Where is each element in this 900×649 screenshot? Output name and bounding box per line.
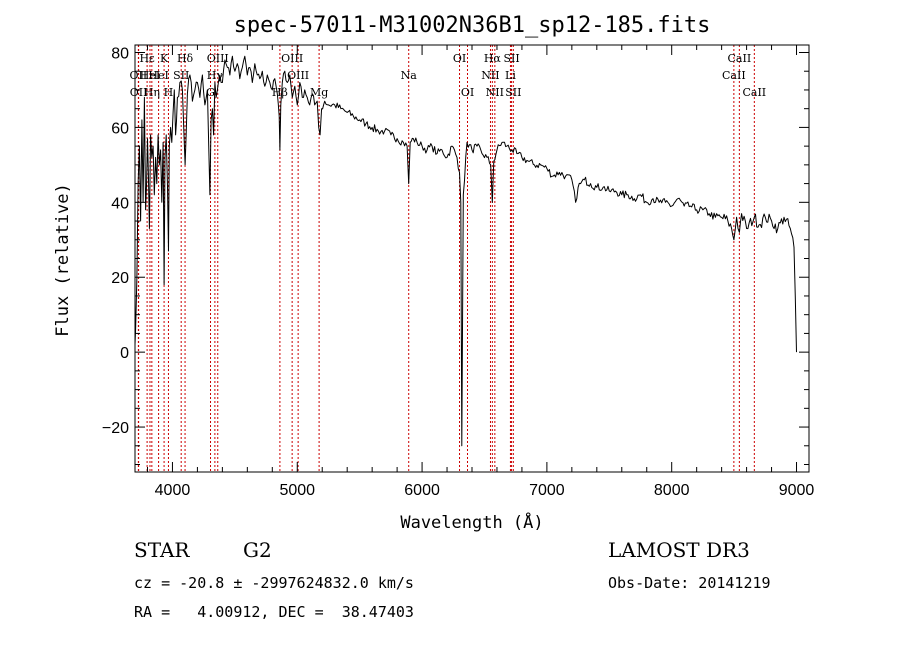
spectrum-series — [134, 55, 797, 447]
spectrum-line — [134, 55, 797, 447]
line-label: SII — [505, 86, 521, 99]
line-label: Hβ — [272, 86, 288, 99]
x-tick-label: 9000 — [779, 482, 815, 499]
line-label: OII — [130, 69, 148, 82]
x-tick-label: 4000 — [155, 482, 191, 499]
obs-date: Obs-Date: 20141219 — [608, 574, 771, 592]
object-class: STAR — [134, 538, 190, 562]
line-label: OIII — [281, 52, 303, 65]
x-tick-label: 5000 — [279, 482, 315, 499]
y-axis-label: Flux (relative) — [53, 183, 73, 337]
spectral-line-markers — [137, 45, 755, 472]
y-tick-label: 40 — [111, 195, 129, 212]
line-label: CaII — [722, 69, 746, 82]
y-tick-label: 20 — [111, 270, 129, 287]
line-label: K — [160, 52, 169, 65]
object-subclass: G2 — [243, 538, 272, 562]
x-axis-label: Wavelength (Å) — [400, 511, 543, 533]
line-label: NII — [486, 86, 504, 99]
plot-frame — [134, 44, 810, 473]
line-label: HeI — [140, 69, 160, 82]
line-label: Mg — [310, 86, 328, 99]
line-label: OIII — [207, 52, 229, 65]
line-label: OI — [461, 86, 474, 99]
line-label: Li — [505, 69, 516, 82]
line-label: OIII — [287, 69, 309, 82]
line-label: SII — [173, 69, 189, 82]
line-label: Hγ — [207, 69, 224, 82]
line-label: Na — [401, 69, 418, 82]
y-tick-label: 0 — [120, 345, 129, 362]
x-tick-label: 7000 — [529, 482, 565, 499]
line-label: Hδ — [177, 52, 194, 65]
line-labels: HεOIIOIIHeIHηKHeIHHδSIIOIIIHγGOIIIOIIIHβ… — [130, 52, 767, 99]
line-label: CaII — [728, 52, 752, 65]
x-tick-label: 8000 — [654, 482, 690, 499]
x-tick-label: 6000 — [404, 482, 440, 499]
line-label: CaII — [742, 86, 766, 99]
survey-name: LAMOST DR3 — [608, 538, 750, 562]
line-label: HeI — [148, 69, 168, 82]
y-tick-label: −20 — [102, 420, 129, 437]
line-label: Hα — [484, 52, 502, 65]
y-tick-label: 80 — [111, 45, 129, 62]
line-label: OI — [453, 52, 466, 65]
line-label: SII — [503, 52, 519, 65]
line-label: NII — [481, 69, 499, 82]
line-label: Hη — [144, 86, 160, 99]
ra-dec-text: RA = 4.00912, DEC = 38.47403 — [134, 603, 414, 621]
line-label: OII — [130, 86, 148, 99]
y-tick-label: 60 — [111, 120, 129, 137]
redshift-text: cz = -20.8 ± -2997624832.0 km/s — [134, 574, 414, 592]
chart-title: spec-57011-M31002N36B1_sp12-185.fits — [234, 13, 711, 38]
line-label: H — [164, 86, 174, 99]
line-label: Hε — [139, 52, 155, 65]
line-label: G — [206, 86, 215, 99]
axis-ticks: 4000 5000 6000 7000 8000 9000 −20 0 20 40 60 80 — [102, 45, 815, 499]
